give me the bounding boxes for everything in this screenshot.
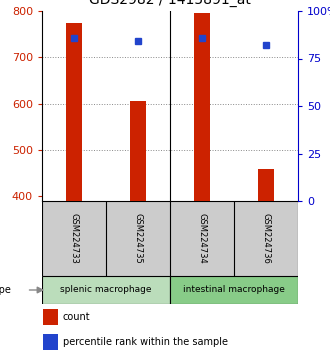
Bar <box>43 334 58 350</box>
Text: cell type: cell type <box>0 285 11 295</box>
Text: GSM224736: GSM224736 <box>261 213 271 264</box>
Bar <box>194 13 210 201</box>
Text: GSM224735: GSM224735 <box>134 213 143 264</box>
Bar <box>66 23 82 201</box>
Bar <box>130 101 146 201</box>
Text: intestinal macrophage: intestinal macrophage <box>183 285 285 295</box>
Text: GSM224733: GSM224733 <box>70 213 79 264</box>
Bar <box>43 309 58 325</box>
Title: GDS2982 / 1415891_at: GDS2982 / 1415891_at <box>89 0 251 7</box>
Text: count: count <box>63 312 90 322</box>
Bar <box>170 276 298 304</box>
Text: GSM224734: GSM224734 <box>197 213 207 264</box>
Bar <box>42 276 170 304</box>
Bar <box>258 169 274 201</box>
Text: percentile rank within the sample: percentile rank within the sample <box>63 337 228 347</box>
Text: splenic macrophage: splenic macrophage <box>60 285 152 295</box>
